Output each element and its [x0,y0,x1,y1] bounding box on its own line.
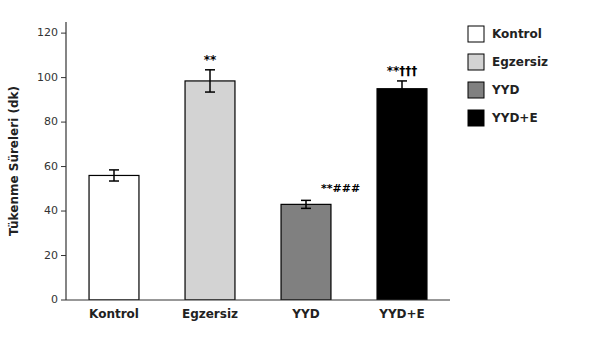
x-tick-label: YYD+E [378,307,425,321]
bar [185,81,235,300]
y-tick [61,33,66,34]
y-tick [61,255,66,256]
error-bar [205,70,215,92]
y-tick-label: 100 [37,71,58,84]
annotation: **### [321,182,360,195]
legend-label: Egzersiz [492,55,548,69]
bar [281,204,331,300]
chart-container: 0 20 40 60 80 100 120 Kontrol Egzersiz YYD YYD+E Tü… [0,0,590,340]
error-bar [301,200,311,208]
y-tick [61,166,66,167]
error-bar-cap [205,69,215,71]
error-bar-cap [397,96,407,98]
y-axis-line [65,22,66,300]
legend-label: YYD+E [491,111,538,125]
y-tick [61,77,66,78]
y-tick-label: 60 [44,160,58,173]
error-bar-cap [397,80,407,82]
legend-label: Kontrol [492,27,542,41]
error-bar-stem [305,200,307,208]
error-bar-stem [401,81,403,97]
legend-swatch [468,82,484,98]
legend-swatch [468,26,484,42]
y-tick-label: 40 [44,204,58,217]
plot-data [89,70,427,300]
y-axis-ticks: 0 20 40 60 80 100 120 [37,26,66,306]
chart-svg: 0 20 40 60 80 100 120 Kontrol Egzersiz YYD YYD+E Tü… [0,0,590,340]
legend: Kontrol Egzersiz YYD YYD+E [468,26,548,126]
legend-swatch [468,54,484,70]
y-tick-label: 80 [44,115,58,128]
error-bar-cap [205,91,215,93]
error-bar-cap [109,169,119,171]
y-tick-label: 20 [44,249,58,262]
legend-swatch [468,110,484,126]
annotation: ** [204,53,217,67]
legend-label: YYD [491,83,519,97]
x-axis-ticks: Kontrol Egzersiz YYD YYD+E [89,307,425,321]
bar [89,175,139,300]
error-bar [397,81,407,97]
error-bar-stem [113,170,115,181]
y-tick-label: 120 [37,26,58,39]
error-bar-cap [109,180,119,182]
x-axis-line [66,299,450,300]
annotation: **††† [387,64,418,78]
x-tick-label: Egzersiz [182,307,238,321]
y-axis-label: Tükenme Süreleri (dk) [7,86,21,236]
error-bar-cap [301,208,311,210]
y-tick-label: 0 [51,293,58,306]
bar [377,89,427,300]
error-bar [109,170,119,181]
annotations: ** **### **††† [204,53,418,196]
x-tick-label: YYD [291,307,319,321]
error-bar-stem [209,70,211,92]
y-tick [61,211,66,212]
error-bar-cap [301,200,311,202]
y-tick [61,300,66,301]
x-tick-label: Kontrol [89,307,139,321]
y-tick [61,122,66,123]
background [0,0,590,340]
